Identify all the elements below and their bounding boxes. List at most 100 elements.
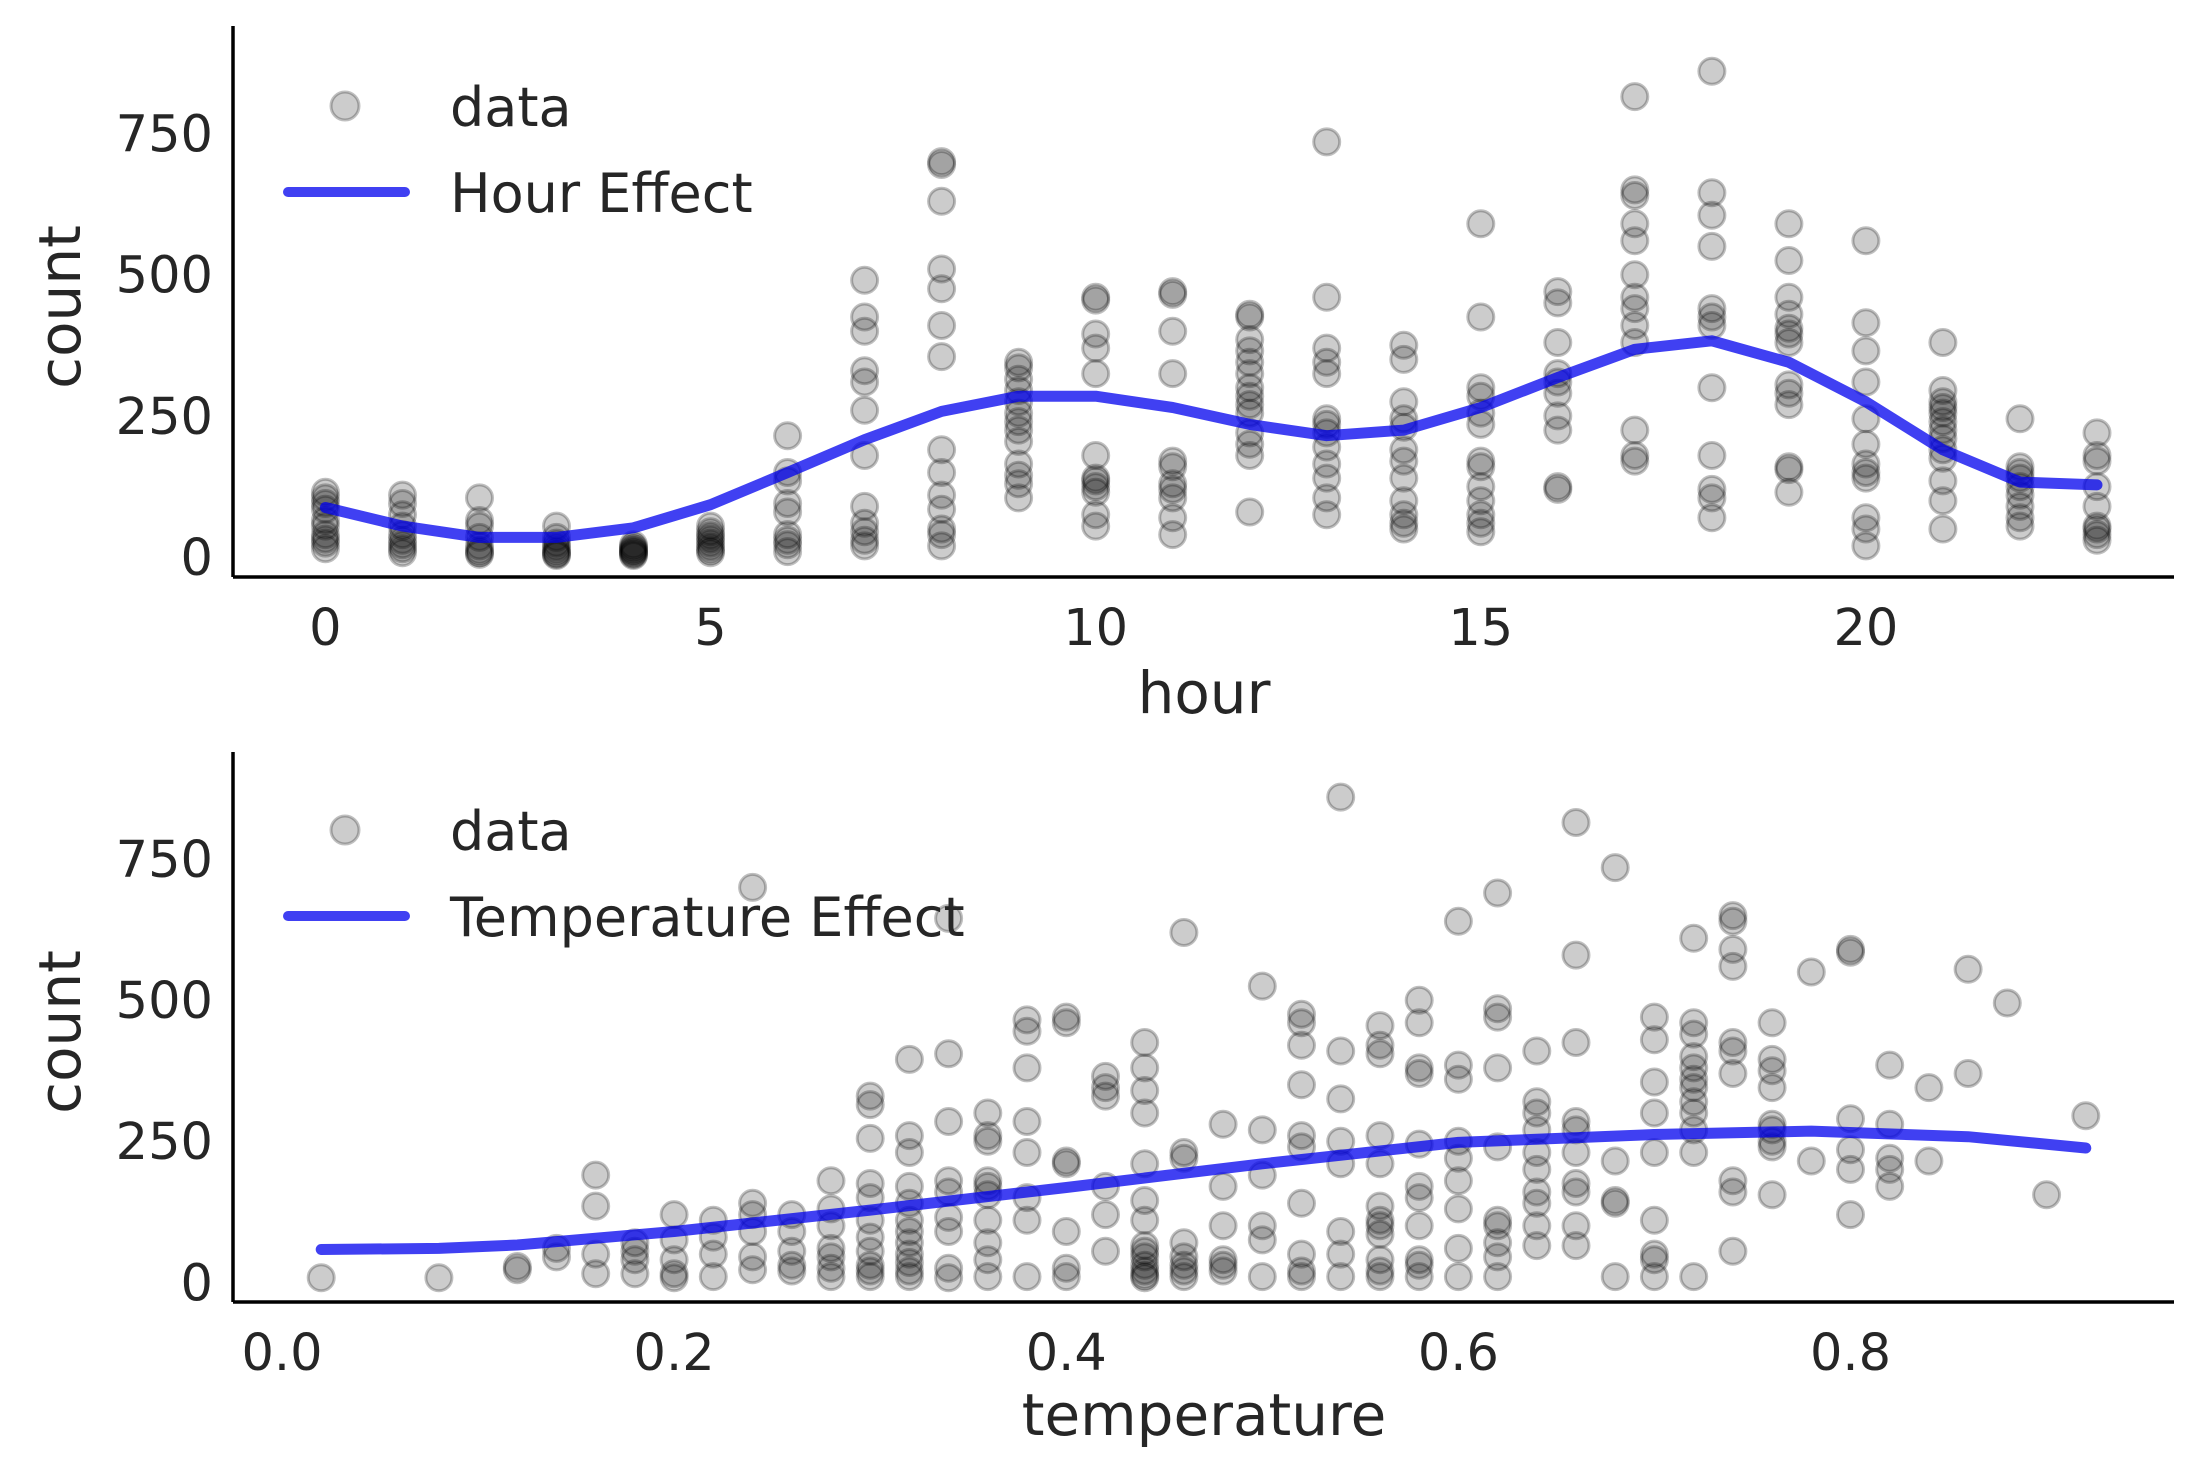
temperature-data-point: [1169, 1228, 1199, 1258]
temperature-data-point: [1561, 1231, 1591, 1261]
hour-data-point: [927, 186, 957, 216]
hour-data-point: [2082, 418, 2112, 448]
hour-data-point: [1851, 308, 1881, 338]
hour-data-point: [927, 274, 957, 304]
temperature-data-point: [1091, 1061, 1120, 1091]
hour-y-tick-label: 0: [181, 529, 213, 588]
hour-data-point: [2005, 491, 2035, 521]
hour-data-point: [1235, 390, 1265, 420]
temperature-data-point: [1718, 906, 1748, 936]
hour-data-point: [619, 534, 648, 564]
temperature-data-point: [1757, 1008, 1787, 1038]
hour-y-tick-label: 750: [116, 105, 213, 164]
hour-data-point: [696, 517, 725, 547]
temperature-data-point: [1326, 1239, 1356, 1269]
temperature-data-point: [1914, 1073, 1944, 1103]
temperature-data-point: [1287, 1121, 1316, 1151]
temperature-data-point: [1679, 1098, 1709, 1128]
temperature-data-point: [1287, 1262, 1316, 1292]
hour-data-point: [1620, 181, 1650, 210]
hour-data-point: [927, 531, 957, 561]
temperature-data-point: [1169, 1138, 1199, 1167]
hour-data-point: [1928, 466, 1958, 496]
temperature-data-point: [855, 1250, 885, 1280]
hour-data-point: [310, 528, 340, 558]
hour-data-point: [850, 395, 880, 425]
temperature-data-point: [1522, 1211, 1552, 1241]
hour-data-point: [850, 517, 880, 547]
hour-data-point: [1774, 282, 1804, 312]
hour-data-point: [1851, 429, 1881, 459]
hour-data-point: [388, 538, 417, 568]
hour-data-point: [1235, 302, 1265, 332]
hour-data-point: [1851, 226, 1881, 256]
temperature-legend: data Temperature Effect: [283, 800, 965, 949]
temperature-legend-data-marker: [329, 814, 361, 846]
temperature-data-point: [1600, 1186, 1630, 1215]
hour-legend: data Hour Effect: [283, 76, 753, 225]
temperature-data-point: [1365, 1205, 1395, 1235]
temperature-data-point: [1679, 1073, 1709, 1103]
temperature-data-point: [1404, 985, 1434, 1015]
temperature-data-point: [1051, 1262, 1081, 1292]
hour-data-point: [1081, 472, 1111, 502]
temperature-data-point: [894, 1262, 924, 1292]
temperature-data-point: [1796, 1146, 1826, 1176]
temperature-data-point: [1169, 1242, 1199, 1272]
hour-data-point: [1389, 514, 1419, 544]
hour-data-point: [1697, 56, 1727, 86]
hour-data-point: [1851, 336, 1881, 366]
hour-data-point: [1389, 330, 1419, 360]
hour-data-point: [619, 537, 648, 567]
temperature-data-point: [1757, 1044, 1787, 1074]
temperature-data-point: [816, 1262, 846, 1292]
temperature-data-point: [1718, 1028, 1748, 1057]
hour-x-tick-label: 15: [1448, 599, 1513, 658]
hour-data-point: [1620, 311, 1650, 340]
temperature-data-point: [1130, 1028, 1160, 1057]
hour-data-point: [1697, 231, 1727, 261]
hour-data-point: [850, 531, 880, 561]
hour-data-point: [1543, 415, 1573, 445]
temperature-data-point: [1012, 1138, 1042, 1167]
temperature-data-point: [1483, 1053, 1513, 1083]
temperature-data-point: [1051, 1253, 1081, 1283]
temperature-data-point: [1679, 1138, 1709, 1167]
temperature-data-point: [1365, 1262, 1395, 1292]
hour-data-point: [1543, 288, 1573, 318]
temperature-data-point: [1561, 808, 1591, 837]
temperature-data-point: [738, 1188, 768, 1218]
hour-data-point: [1312, 500, 1342, 530]
hour-data-point: [850, 265, 880, 295]
hour-data-point: [1081, 333, 1111, 363]
temperature-data-point: [738, 872, 768, 902]
temperature-data-point: [1953, 954, 1983, 984]
temperature-data-point: [894, 1228, 924, 1258]
hour-data-point: [2082, 441, 2112, 470]
temperature-data-point: [1247, 1211, 1277, 1241]
temperature-data-point: [894, 1239, 924, 1269]
hour-data-point: [1697, 302, 1727, 332]
temperature-data-point: [934, 1263, 964, 1293]
hour-data-point: [696, 521, 725, 551]
temperature-data-point: [1718, 1036, 1748, 1066]
temperature-data-point: [1012, 1053, 1042, 1083]
hour-data-point: [2005, 404, 2035, 434]
hour-data-point: [1543, 328, 1573, 357]
hour-data-point: [850, 525, 880, 555]
temperature-data-point: [1796, 957, 1826, 987]
temperature-data-point: [1875, 1154, 1905, 1184]
temperature-data-point: [1208, 1256, 1238, 1286]
hour-data-point: [1774, 370, 1804, 400]
temperature-y-ticks: 0 250 500 750: [116, 831, 213, 1313]
temperature-data-point: [581, 1191, 611, 1221]
hour-data-point: [388, 480, 417, 510]
temperature-data-point: [1757, 1056, 1787, 1086]
hour-data-point: [1851, 458, 1881, 487]
hour-data-point: [773, 497, 803, 527]
hour-data-point: [1928, 398, 1958, 428]
temperature-data-point: [1130, 1236, 1160, 1266]
temperature-data-point: [1404, 1008, 1434, 1038]
hour-data-point: [465, 483, 494, 513]
